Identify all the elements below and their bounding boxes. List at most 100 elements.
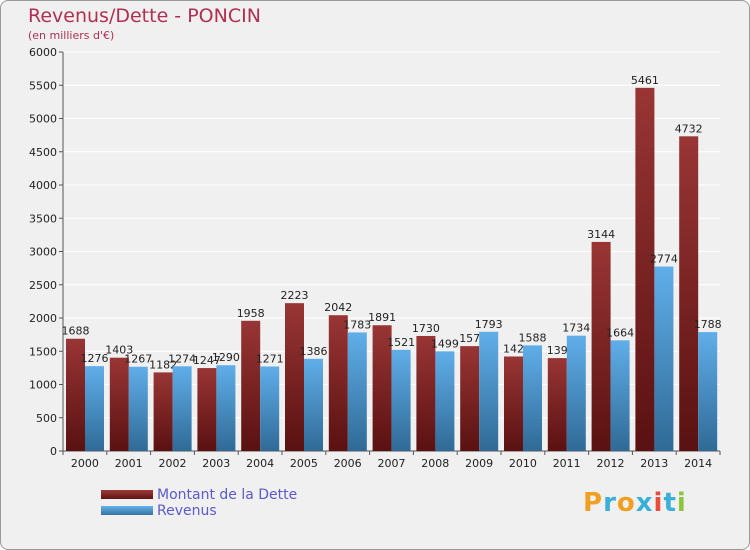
legend-label-revenus: Revenus: [157, 503, 217, 519]
y-tick-label: 0: [50, 445, 57, 458]
x-tick-label: 2008: [421, 457, 449, 470]
data-label-revenus: 1783: [343, 318, 371, 331]
proxiti-logo: Proxiti: [583, 488, 687, 518]
bar-revenus: [654, 266, 674, 451]
logo-letter: t: [663, 488, 677, 518]
bar-dette: [635, 87, 655, 451]
logo-letter: r: [603, 488, 617, 518]
data-label-revenus: 1290: [212, 351, 240, 364]
bar-dette: [372, 325, 392, 451]
data-label-revenus: 1793: [475, 318, 503, 331]
y-tick-label: 5500: [29, 79, 57, 92]
x-tick-label: 2011: [553, 457, 581, 470]
chart-subtitle: (en milliers d'€): [28, 29, 115, 42]
data-label-dette: 1891: [368, 311, 396, 324]
logo-letter: i: [653, 488, 664, 518]
bar-revenus: [523, 345, 542, 451]
bar-dette: [109, 357, 129, 451]
x-tick-label: 2006: [334, 457, 362, 470]
logo-letter: o: [616, 488, 636, 518]
y-tick-label: 2000: [29, 312, 57, 325]
chart-title: Revenus/Dette - PONCIN: [28, 5, 261, 27]
bar-dette: [460, 346, 480, 451]
bar-revenus: [260, 366, 280, 451]
bar-revenus: [347, 332, 367, 451]
y-tick-label: 3500: [29, 212, 57, 225]
bar-dette: [153, 372, 173, 451]
bar-revenus: [216, 365, 236, 451]
data-label-dette: 139: [547, 344, 568, 357]
bar-revenus: [610, 340, 630, 451]
data-label-revenus: 1664: [606, 326, 634, 339]
logo-letter: x: [635, 488, 654, 518]
data-label-dette: 2042: [324, 301, 352, 314]
bar-dette: [241, 320, 261, 451]
y-tick-label: 1000: [29, 379, 57, 392]
bar-dette: [285, 303, 304, 451]
x-tick-label: 2004: [246, 457, 274, 470]
data-label-revenus: 1734: [562, 322, 590, 335]
bar-dette: [197, 368, 217, 451]
y-tick-label: 500: [36, 412, 57, 425]
y-tick-label: 2500: [29, 279, 57, 292]
data-label-revenus: 1267: [124, 353, 152, 366]
x-tick-label: 2003: [202, 457, 230, 470]
data-label-revenus: 2774: [650, 253, 678, 266]
data-label-revenus: 1499: [431, 337, 459, 350]
x-tick-label: 2007: [378, 457, 406, 470]
x-tick-label: 2009: [465, 457, 493, 470]
data-label-dette: 3144: [587, 228, 615, 241]
bar-revenus: [304, 358, 323, 451]
y-tick-label: 4000: [29, 179, 57, 192]
bar-dette: [547, 358, 567, 451]
bar-revenus: [128, 366, 148, 451]
x-tick-label: 2000: [71, 457, 99, 470]
data-label-dette: 5461: [631, 74, 659, 87]
legend-swatch-revenus: [101, 506, 153, 515]
data-label-revenus: 1788: [694, 318, 722, 331]
bar-revenus: [566, 335, 586, 451]
data-label-dette: 1182: [149, 358, 177, 371]
x-tick-label: 2014: [684, 457, 712, 470]
bar-revenus: [435, 351, 455, 451]
data-label-revenus: 1588: [519, 331, 547, 344]
logo-letter: P: [583, 488, 604, 518]
data-label-dette: 142: [503, 343, 524, 356]
data-label-revenus: 1276: [81, 352, 109, 365]
bar-dette: [679, 136, 699, 451]
data-label-dette: 4732: [675, 122, 703, 135]
data-label-revenus: 1386: [300, 345, 328, 358]
legend-label-dette: Montant de la Dette: [157, 487, 298, 503]
x-tick-label: 2005: [290, 457, 318, 470]
bar-revenus: [391, 349, 411, 451]
bar-dette: [328, 315, 348, 451]
data-label-dette: 1403: [105, 344, 133, 357]
logo-letter: i: [676, 488, 687, 518]
data-label-dette: 157: [459, 332, 480, 345]
bar-revenus: [479, 331, 499, 451]
data-label-revenus: 1274: [168, 352, 196, 365]
bar-revenus: [85, 366, 104, 451]
x-tick-label: 2001: [115, 457, 143, 470]
x-tick-label: 2013: [640, 457, 668, 470]
data-label-dette: 1958: [237, 307, 265, 320]
data-label-dette: 1730: [412, 322, 440, 335]
legend-swatch-dette: [101, 490, 153, 499]
y-tick-label: 4500: [29, 146, 57, 159]
x-tick-label: 2012: [597, 457, 625, 470]
data-label-dette: 1247: [193, 354, 221, 367]
bar-revenus: [172, 366, 192, 451]
bar-dette: [66, 338, 85, 451]
y-tick-label: 3000: [29, 246, 57, 259]
bar-dette: [416, 335, 436, 451]
y-tick-label: 1500: [29, 345, 57, 358]
x-tick-label: 2002: [159, 457, 187, 470]
data-label-dette: 1688: [62, 325, 90, 338]
data-label-revenus: 1271: [256, 352, 284, 365]
y-tick-label: 5000: [29, 113, 57, 126]
bar-revenus: [698, 332, 718, 451]
bar-dette: [504, 356, 523, 451]
data-label-revenus: 1521: [387, 336, 415, 349]
